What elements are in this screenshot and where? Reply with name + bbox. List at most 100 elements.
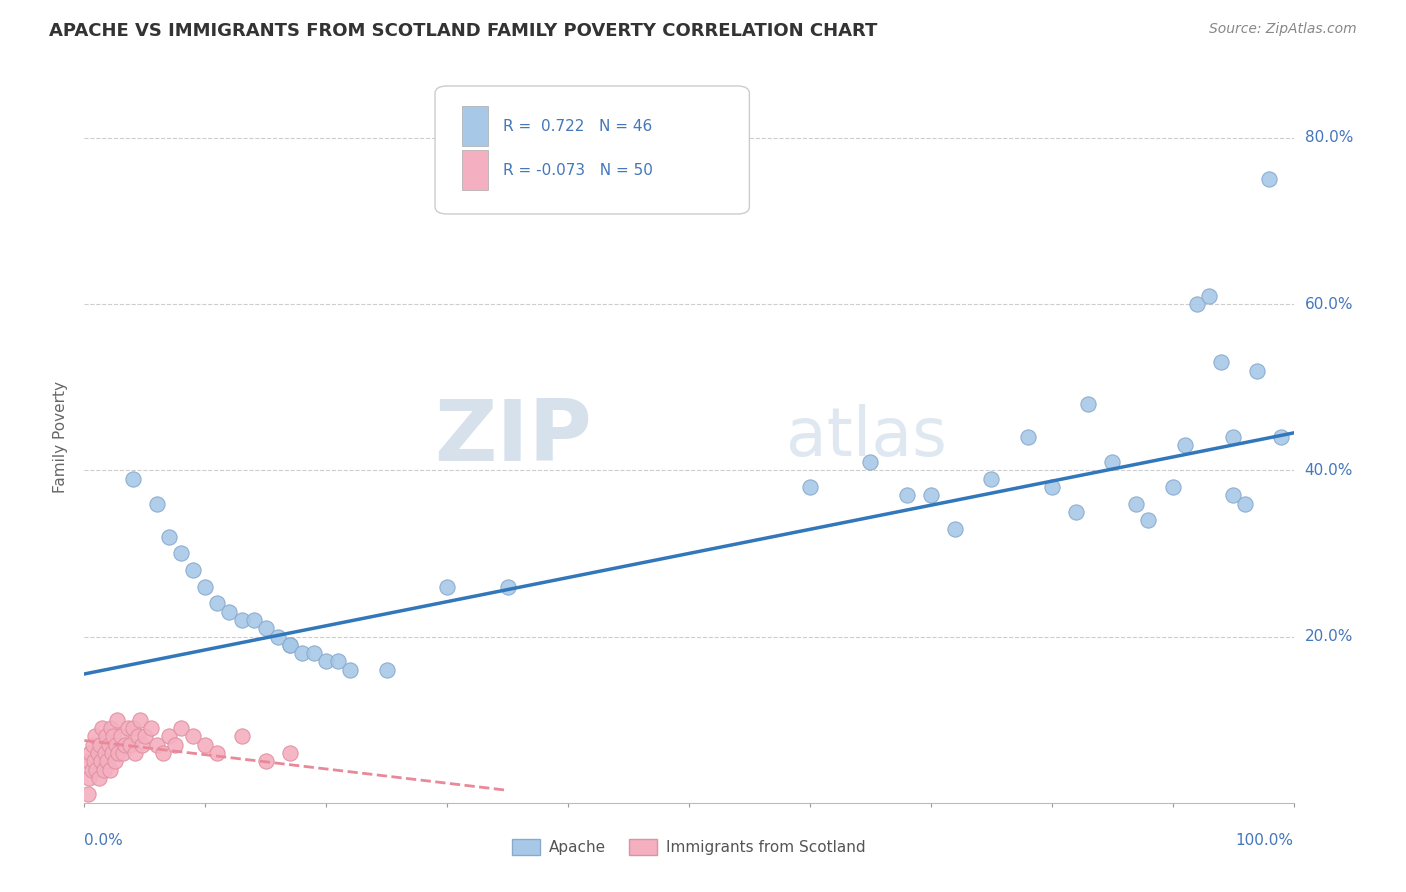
Point — [1137, 513, 1160, 527]
Point — [134, 729, 156, 743]
Point — [90, 754, 112, 768]
Point — [278, 746, 301, 760]
Point — [267, 630, 290, 644]
Point — [83, 754, 105, 768]
Point — [496, 580, 519, 594]
Point — [97, 738, 120, 752]
Point — [98, 763, 121, 777]
Point — [89, 738, 111, 752]
Point — [896, 488, 918, 502]
Point — [1017, 430, 1039, 444]
Point — [980, 472, 1002, 486]
Point — [291, 646, 314, 660]
Point — [94, 729, 117, 743]
Point — [1064, 505, 1087, 519]
Point — [112, 746, 135, 760]
Point — [1209, 355, 1232, 369]
Text: Source: ZipAtlas.com: Source: ZipAtlas.com — [1209, 22, 1357, 37]
Point — [129, 713, 152, 727]
Point — [207, 596, 229, 610]
Point — [165, 738, 187, 752]
Point — [86, 746, 108, 760]
Point — [146, 738, 169, 752]
Point — [1040, 480, 1063, 494]
Text: 40.0%: 40.0% — [1305, 463, 1353, 478]
Text: 80.0%: 80.0% — [1305, 130, 1353, 145]
Point — [146, 497, 169, 511]
Point — [436, 580, 458, 594]
Point — [170, 546, 193, 560]
Text: 100.0%: 100.0% — [1236, 833, 1294, 848]
Point — [91, 721, 114, 735]
Point — [1258, 172, 1281, 186]
Point — [131, 738, 153, 752]
Point — [86, 763, 108, 777]
Point — [104, 754, 127, 768]
Point — [1101, 455, 1123, 469]
Point — [77, 754, 100, 768]
Point — [127, 729, 149, 743]
Point — [1246, 363, 1268, 377]
Point — [87, 771, 110, 785]
Point — [207, 746, 229, 760]
Text: 60.0%: 60.0% — [1305, 297, 1353, 311]
Point — [254, 754, 277, 768]
Text: 20.0%: 20.0% — [1305, 629, 1353, 644]
Point — [1125, 497, 1147, 511]
Text: 0.0%: 0.0% — [84, 833, 124, 848]
Point — [105, 713, 128, 727]
Point — [96, 754, 118, 768]
Point — [859, 455, 882, 469]
Y-axis label: Family Poverty: Family Poverty — [53, 381, 69, 493]
Legend: Apache, Immigrants from Scotland: Apache, Immigrants from Scotland — [506, 833, 872, 861]
Point — [110, 729, 132, 743]
Point — [181, 729, 204, 743]
Point — [121, 472, 143, 486]
FancyBboxPatch shape — [434, 86, 749, 214]
Point — [328, 655, 350, 669]
Point — [157, 530, 180, 544]
Point — [152, 746, 174, 760]
Point — [120, 738, 142, 752]
Point — [1222, 430, 1244, 444]
Point — [139, 721, 162, 735]
Point — [157, 729, 180, 743]
Point — [278, 638, 301, 652]
Point — [170, 721, 193, 735]
Point — [104, 738, 127, 752]
Text: atlas: atlas — [786, 404, 946, 470]
Point — [231, 613, 253, 627]
Point — [231, 729, 253, 743]
Point — [93, 763, 115, 777]
Point — [79, 746, 101, 760]
Point — [1185, 297, 1208, 311]
Point — [114, 738, 136, 752]
Point — [194, 580, 217, 594]
Point — [1161, 480, 1184, 494]
Point — [121, 721, 143, 735]
Text: R = -0.073   N = 50: R = -0.073 N = 50 — [503, 162, 652, 178]
Point — [1077, 397, 1099, 411]
Point — [1270, 430, 1292, 444]
Point — [302, 646, 325, 660]
Point — [181, 563, 204, 577]
Point — [799, 480, 821, 494]
Point — [278, 638, 301, 652]
FancyBboxPatch shape — [461, 150, 488, 190]
Point — [82, 738, 104, 752]
Point — [1198, 289, 1220, 303]
Text: APACHE VS IMMIGRANTS FROM SCOTLAND FAMILY POVERTY CORRELATION CHART: APACHE VS IMMIGRANTS FROM SCOTLAND FAMIL… — [49, 22, 877, 40]
FancyBboxPatch shape — [461, 106, 488, 146]
Point — [77, 788, 100, 802]
Point — [375, 663, 398, 677]
Point — [242, 613, 264, 627]
Point — [339, 663, 361, 677]
Point — [107, 746, 129, 760]
Point — [117, 721, 139, 735]
Point — [1174, 438, 1197, 452]
Point — [920, 488, 942, 502]
Point — [77, 771, 100, 785]
Point — [194, 738, 217, 752]
Point — [943, 521, 966, 535]
Point — [218, 605, 240, 619]
